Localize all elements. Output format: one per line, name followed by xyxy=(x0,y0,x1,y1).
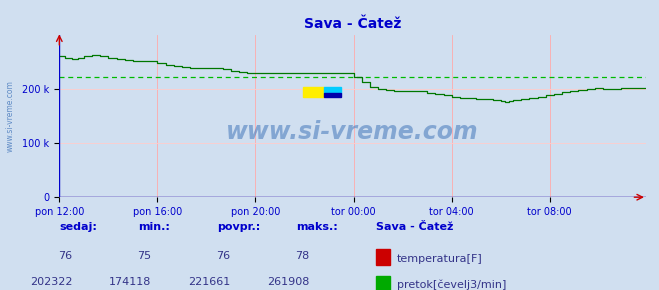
Text: www.si-vreme.com: www.si-vreme.com xyxy=(5,80,14,152)
Text: 75: 75 xyxy=(138,251,152,261)
Text: www.si-vreme.com: www.si-vreme.com xyxy=(226,120,479,144)
Text: temperatura[F]: temperatura[F] xyxy=(397,254,482,264)
Text: maks.:: maks.: xyxy=(297,222,338,232)
Text: min.:: min.: xyxy=(138,222,170,232)
Text: sedaj:: sedaj: xyxy=(59,222,97,232)
Text: 221661: 221661 xyxy=(188,277,231,287)
Text: povpr.:: povpr.: xyxy=(217,222,261,232)
Bar xyxy=(324,93,341,97)
Text: 174118: 174118 xyxy=(109,277,152,287)
Text: 78: 78 xyxy=(295,251,310,261)
Text: Sava - Čatež: Sava - Čatež xyxy=(376,222,453,232)
Text: pretok[čevelj3/min]: pretok[čevelj3/min] xyxy=(397,280,506,290)
Text: 76: 76 xyxy=(217,251,231,261)
Bar xyxy=(324,87,341,93)
Text: 76: 76 xyxy=(59,251,72,261)
Text: 261908: 261908 xyxy=(268,277,310,287)
Title: Sava - Čatež: Sava - Čatež xyxy=(304,17,401,31)
Bar xyxy=(302,87,324,97)
Text: 202322: 202322 xyxy=(30,277,72,287)
